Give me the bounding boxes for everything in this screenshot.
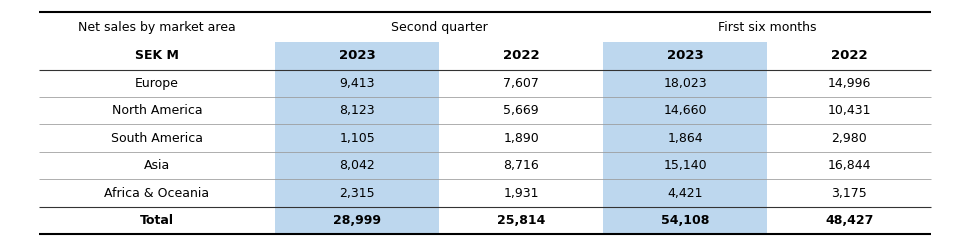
Text: 1,890: 1,890 bbox=[503, 132, 539, 145]
Text: South America: South America bbox=[110, 132, 203, 145]
Text: 25,814: 25,814 bbox=[496, 214, 545, 227]
Text: 28,999: 28,999 bbox=[333, 214, 381, 227]
Text: 4,421: 4,421 bbox=[667, 187, 703, 200]
Text: SEK M: SEK M bbox=[135, 49, 179, 62]
Text: 14,660: 14,660 bbox=[663, 104, 706, 117]
Text: Second quarter: Second quarter bbox=[391, 21, 487, 33]
Text: 1,864: 1,864 bbox=[667, 132, 703, 145]
Text: 2,980: 2,980 bbox=[830, 132, 866, 145]
Text: 1,105: 1,105 bbox=[339, 132, 375, 145]
Text: 1,931: 1,931 bbox=[503, 187, 539, 200]
Text: 18,023: 18,023 bbox=[663, 77, 706, 90]
Text: 48,427: 48,427 bbox=[825, 214, 872, 227]
Text: 16,844: 16,844 bbox=[827, 159, 870, 172]
Bar bbox=[603, 42, 766, 234]
Text: 54,108: 54,108 bbox=[660, 214, 708, 227]
Text: Europe: Europe bbox=[135, 77, 179, 90]
Text: Net sales by market area: Net sales by market area bbox=[78, 21, 235, 33]
Text: 2022: 2022 bbox=[830, 49, 866, 62]
Text: North America: North America bbox=[111, 104, 203, 117]
Text: Asia: Asia bbox=[143, 159, 170, 172]
Text: 2023: 2023 bbox=[338, 49, 375, 62]
Text: 3,175: 3,175 bbox=[830, 187, 866, 200]
Text: 8,042: 8,042 bbox=[339, 159, 375, 172]
Text: 9,413: 9,413 bbox=[339, 77, 375, 90]
Text: Africa & Oceania: Africa & Oceania bbox=[105, 187, 209, 200]
Text: First six months: First six months bbox=[717, 21, 816, 33]
Text: 8,123: 8,123 bbox=[339, 104, 375, 117]
Text: 5,669: 5,669 bbox=[503, 104, 539, 117]
Text: 14,996: 14,996 bbox=[827, 77, 870, 90]
Bar bbox=[275, 42, 439, 234]
Text: Total: Total bbox=[140, 214, 173, 227]
Text: 7,607: 7,607 bbox=[503, 77, 539, 90]
Text: 10,431: 10,431 bbox=[827, 104, 870, 117]
Text: 2,315: 2,315 bbox=[339, 187, 375, 200]
Text: 8,716: 8,716 bbox=[503, 159, 539, 172]
Text: 2023: 2023 bbox=[666, 49, 703, 62]
Text: 2022: 2022 bbox=[502, 49, 539, 62]
Text: 15,140: 15,140 bbox=[663, 159, 706, 172]
